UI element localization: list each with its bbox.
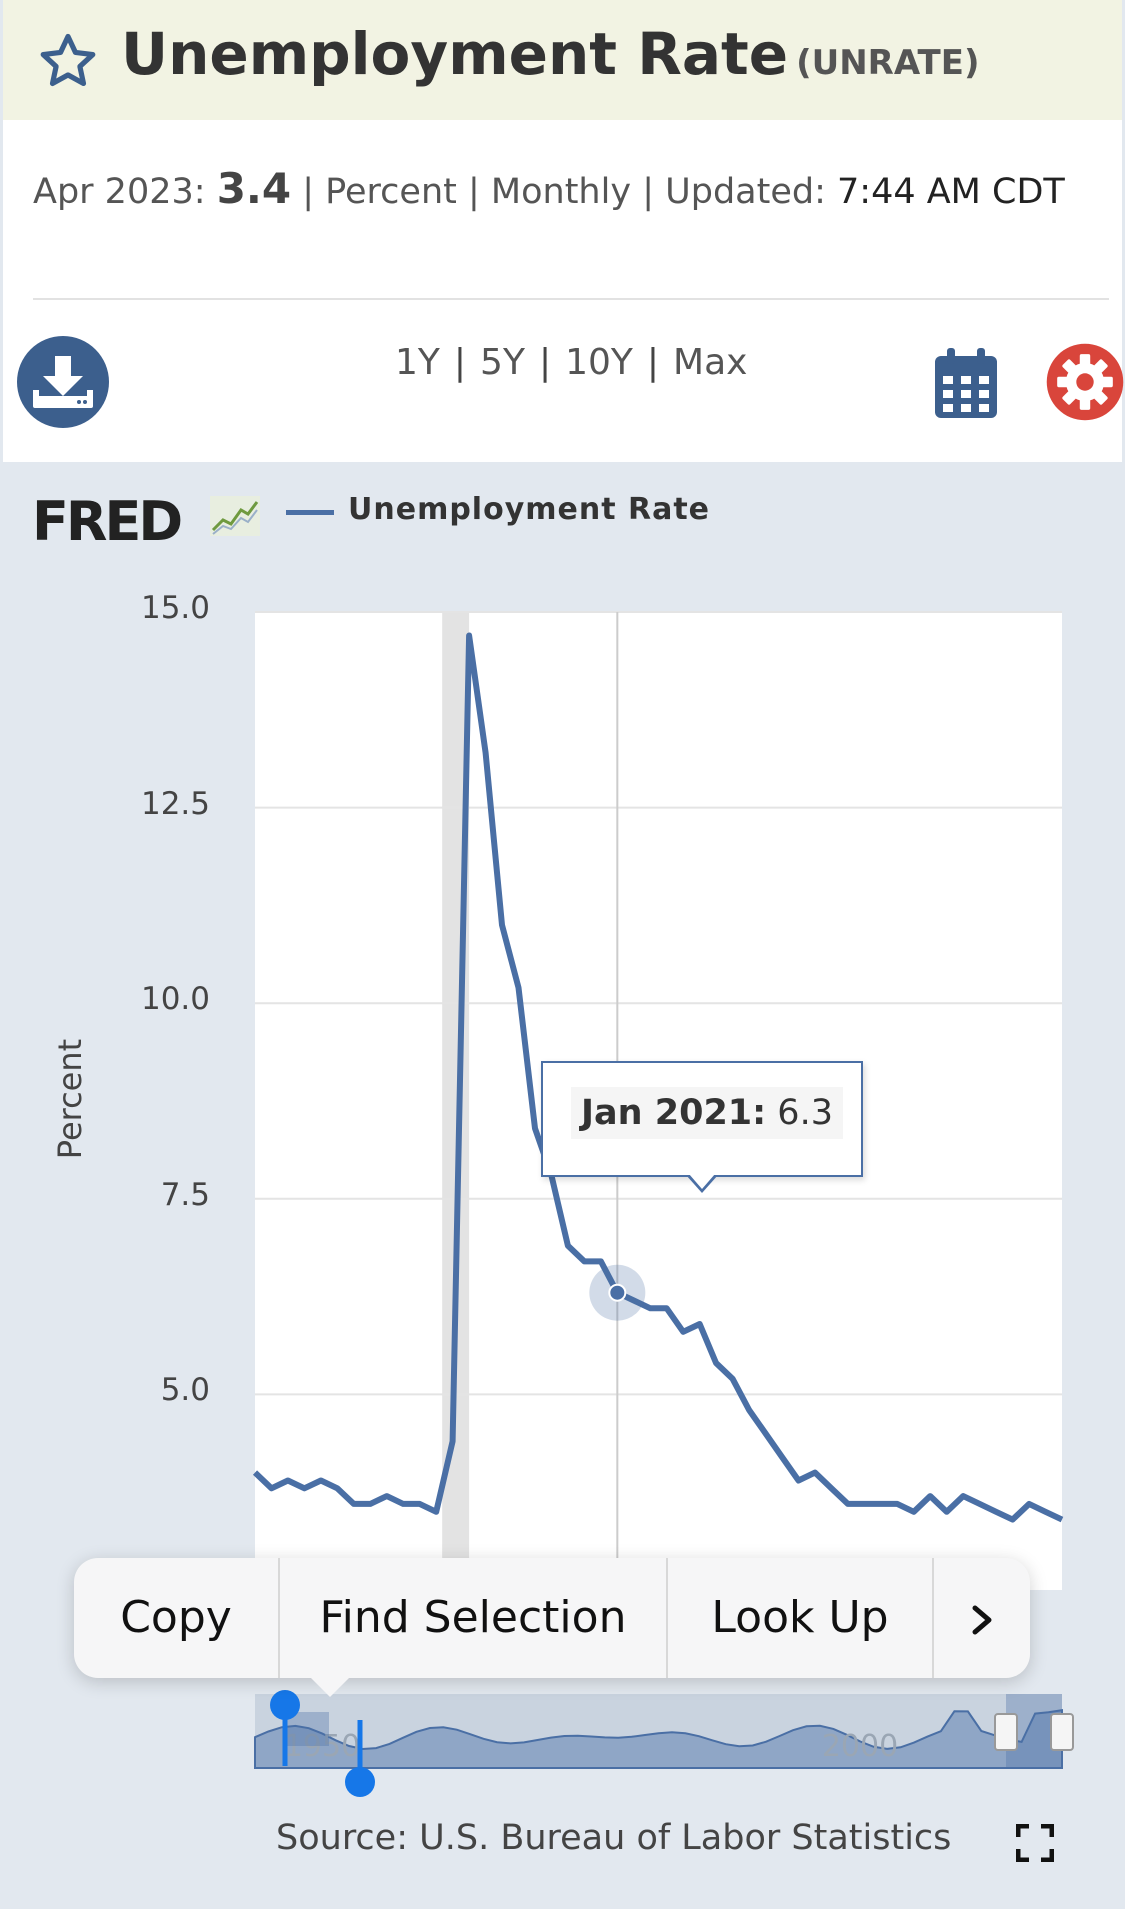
navigator-handle <box>1050 1713 1074 1751</box>
navigator-label: 1950 <box>284 1729 360 1764</box>
fred-logo[interactable]: FRED <box>32 490 183 553</box>
updated-label: | Updated: <box>642 172 826 212</box>
frequency-label: Monthly <box>490 172 632 212</box>
title-text: Unemployment Rate <box>121 20 789 88</box>
y-tick-label: 15.0 <box>140 590 210 626</box>
chevron-right-icon <box>972 1605 992 1635</box>
navigator-series <box>254 1709 1063 1769</box>
menu-divider <box>278 1558 280 1678</box>
tooltip-value: 6.3 <box>777 1093 833 1133</box>
selection-start-handle <box>270 1690 300 1720</box>
observation-date: Apr 2023: <box>33 172 206 212</box>
fred-chart-glyph-icon <box>210 496 260 536</box>
info-panel: Apr 2023: 3.4 | Percent | Monthly | Upda… <box>3 120 1125 462</box>
y-tick-label: 12.5 <box>140 785 210 822</box>
download-icon <box>33 356 93 408</box>
range-1y[interactable]: 1Y <box>395 342 440 383</box>
download-button[interactable] <box>17 336 109 428</box>
range-10y[interactable]: 10Y <box>565 342 633 383</box>
tooltip-content: Jan 2021: 6.3 <box>571 1087 843 1139</box>
navigator-handle <box>994 1713 1018 1751</box>
legend-label[interactable]: Unemployment Rate <box>348 492 711 527</box>
updated-time: 7:44 AM <box>837 172 981 212</box>
highlight-point <box>608 1283 627 1302</box>
range-max[interactable]: Max <box>673 342 748 383</box>
units-label: | Percent | <box>302 172 480 212</box>
tooltip-date: Jan 2021: <box>581 1093 767 1133</box>
legend-swatch <box>286 510 334 515</box>
y-tick-label: 10.0 <box>140 981 210 1018</box>
more-menu-button[interactable] <box>934 1558 1030 1678</box>
range-separator: | <box>538 342 552 383</box>
menu-divider <box>932 1558 934 1678</box>
context-menu-pointer <box>308 1675 352 1697</box>
y-tick-label: 5.0 <box>160 1372 210 1409</box>
series-meta: Apr 2023: 3.4 | Percent | Monthly | Upda… <box>33 160 1093 221</box>
chart-tooltip: Jan 2021: 6.3 <box>541 1061 863 1177</box>
copy-menu-item[interactable]: Copy <box>120 1592 232 1643</box>
divider <box>33 298 1109 300</box>
page-title: Unemployment Rate (UNRATE) <box>121 20 979 88</box>
observation-value: 3.4 <box>216 164 292 213</box>
range-5y[interactable]: 5Y <box>480 342 525 383</box>
source-note: Source: U.S. Bureau of Labor Statistics <box>276 1818 952 1858</box>
star-icon[interactable] <box>37 30 99 92</box>
series-id: (UNRATE) <box>796 43 980 83</box>
selection-end-handle <box>345 1767 375 1797</box>
fullscreen-icon[interactable] <box>1016 1824 1054 1862</box>
y-tick-label: 7.5 <box>160 1176 210 1213</box>
gear-icon[interactable] <box>1045 336 1125 428</box>
range-selector: 1Y | 5Y | 10Y | Max <box>395 342 747 383</box>
find-selection-menu-item[interactable]: Find Selection <box>319 1592 627 1643</box>
updated-timezone: CDT <box>992 172 1065 212</box>
tooltip-arrow-fill <box>689 1174 715 1189</box>
navigator-label: 2000 <box>822 1729 898 1764</box>
range-separator: | <box>453 342 467 383</box>
header-bar: Unemployment Rate (UNRATE) <box>3 0 1122 120</box>
context-menu: Copy Find Selection Look Up <box>74 1558 1030 1678</box>
range-separator: | <box>646 342 660 383</box>
calendar-icon[interactable] <box>933 346 999 420</box>
look-up-menu-item[interactable]: Look Up <box>711 1592 889 1643</box>
series-line <box>252 632 1064 1523</box>
menu-divider <box>666 1558 668 1678</box>
